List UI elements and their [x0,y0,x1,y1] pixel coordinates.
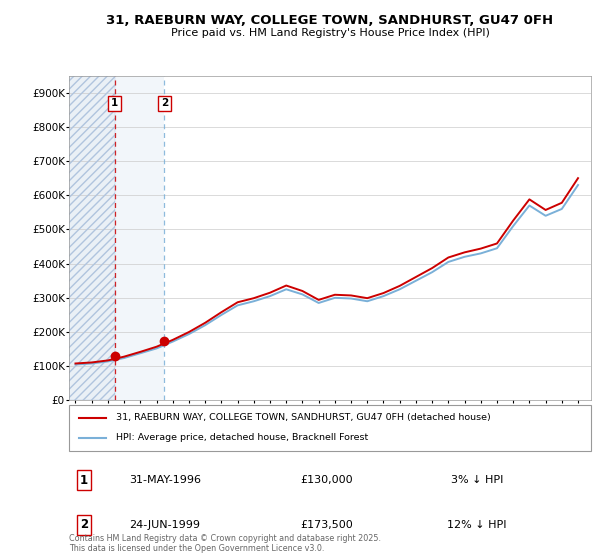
Text: 2: 2 [161,98,168,108]
Text: 2: 2 [80,519,88,531]
Text: £130,000: £130,000 [301,475,353,485]
Text: 31, RAEBURN WAY, COLLEGE TOWN, SANDHURST, GU47 0FH (detached house): 31, RAEBURN WAY, COLLEGE TOWN, SANDHURST… [116,413,491,422]
Text: £173,500: £173,500 [301,520,353,530]
Text: 1: 1 [80,474,88,487]
Text: 1: 1 [111,98,118,108]
Text: HPI: Average price, detached house, Bracknell Forest: HPI: Average price, detached house, Brac… [116,433,368,442]
Bar [115,76,164,400]
Text: 31-MAY-1996: 31-MAY-1996 [129,475,201,485]
Bar [69,76,115,400]
Text: 3% ↓ HPI: 3% ↓ HPI [451,475,503,485]
Text: Contains HM Land Registry data © Crown copyright and database right 2025.
This d: Contains HM Land Registry data © Crown c… [69,534,381,553]
Text: 31, RAEBURN WAY, COLLEGE TOWN, SANDHURST, GU47 0FH: 31, RAEBURN WAY, COLLEGE TOWN, SANDHURST… [106,14,554,27]
Text: Price paid vs. HM Land Registry's House Price Index (HPI): Price paid vs. HM Land Registry's House … [170,28,490,38]
Text: 24-JUN-1999: 24-JUN-1999 [130,520,200,530]
FancyBboxPatch shape [69,405,591,451]
Bar [69,76,115,400]
Text: 12% ↓ HPI: 12% ↓ HPI [447,520,507,530]
